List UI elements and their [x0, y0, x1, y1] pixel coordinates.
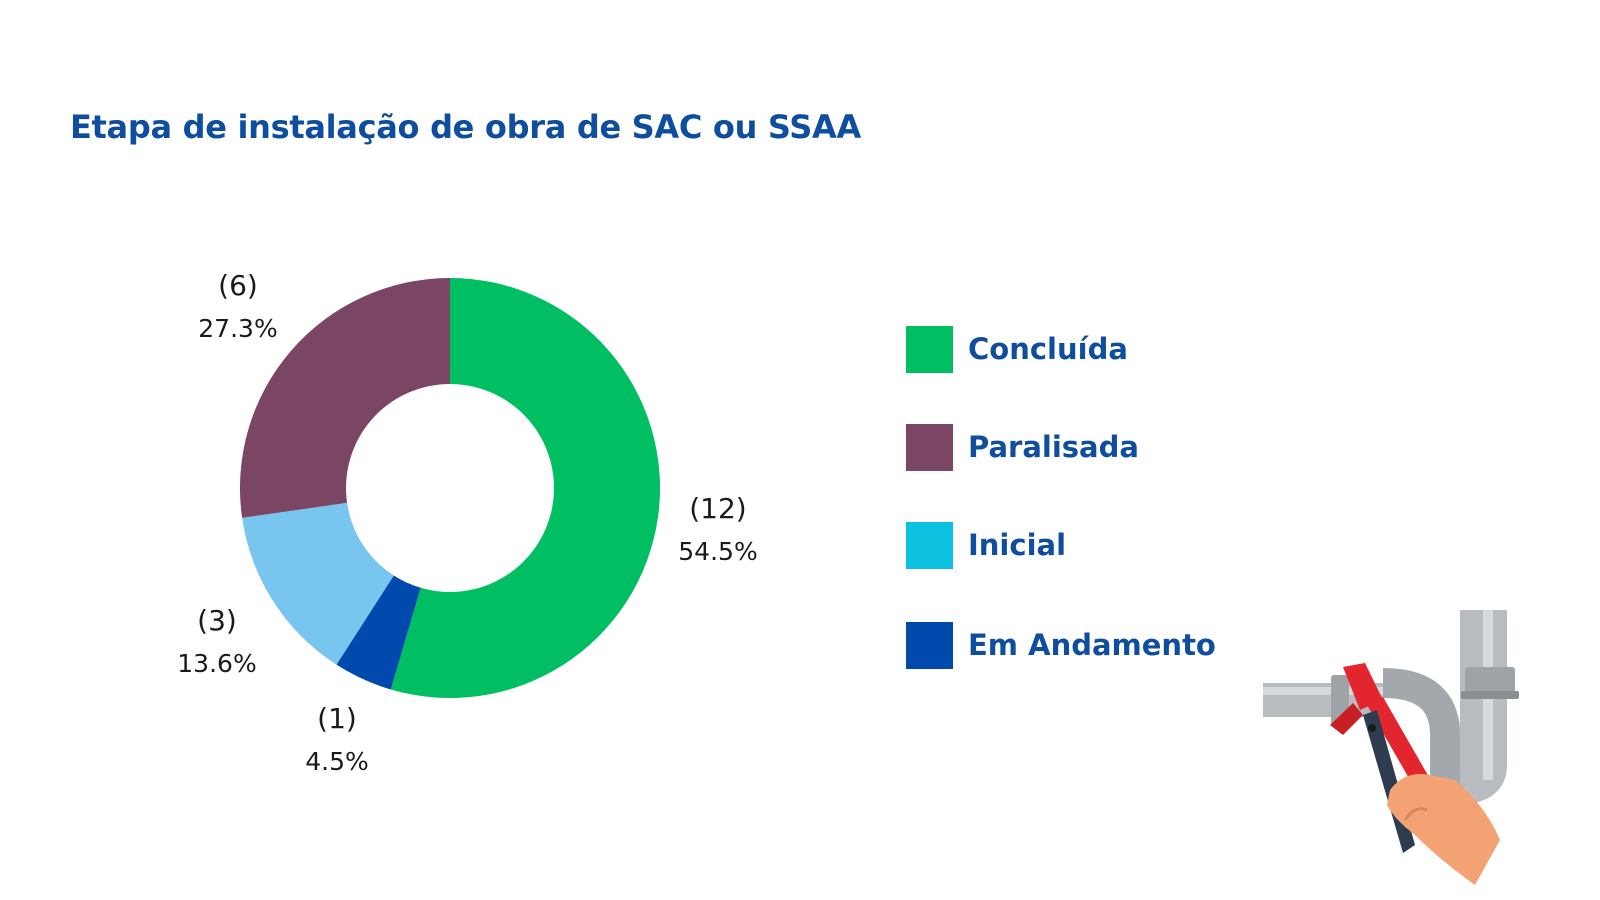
wrench-lower-jaw: [1330, 703, 1363, 735]
slice-percent-label: 27.3%: [198, 314, 277, 343]
chart-title: Etapa de instalação de obra de SAC ou SS…: [70, 108, 861, 146]
slice-percent-label: 4.5%: [305, 747, 369, 776]
donut-slice-inicial: [242, 502, 394, 665]
donut-slice-em-andamento: [336, 575, 421, 690]
pipe-joint-ring: [1461, 691, 1519, 699]
wrench-pivot: [1368, 724, 1376, 732]
slice-count-label: (1): [317, 702, 357, 735]
legend-item-paralisada: Paralisada: [906, 423, 1139, 471]
legend-item-inicial: Inicial: [906, 521, 1066, 569]
legend-item-concluida: Concluída: [906, 325, 1128, 373]
legend-swatch-concluida: [906, 325, 953, 373]
legend-swatch-inicial: [906, 521, 953, 569]
slice-percent-label: 54.5%: [678, 537, 757, 566]
pipe-highlight: [1263, 687, 1383, 695]
hand-finger-line: [1403, 807, 1428, 821]
legend-swatch-em-andamento: [906, 621, 953, 669]
slice-count-label: (6): [218, 269, 258, 302]
slice-count-label: (12): [689, 492, 746, 525]
slice-percent-label: 13.6%: [177, 649, 256, 678]
legend-label-concluida: Concluída: [968, 332, 1128, 366]
donut-slice-paralisada: [240, 278, 450, 518]
slice-count-label: (3): [197, 604, 237, 637]
legend-item-em-andamento: Em Andamento: [906, 621, 1216, 669]
pipe-joint: [1465, 667, 1515, 695]
legend-label-inicial: Inicial: [968, 528, 1067, 562]
donut-slice-concluida: [390, 278, 661, 698]
hand: [1387, 774, 1500, 885]
legend-label-em-andamento: Em Andamento: [968, 628, 1216, 662]
legend-label-paralisada: Paralisada: [968, 430, 1139, 464]
wrench-jaw: [1343, 663, 1383, 710]
pipe-wrench-icon: [1263, 610, 1519, 885]
legend-swatch-paralisada: [906, 423, 953, 471]
